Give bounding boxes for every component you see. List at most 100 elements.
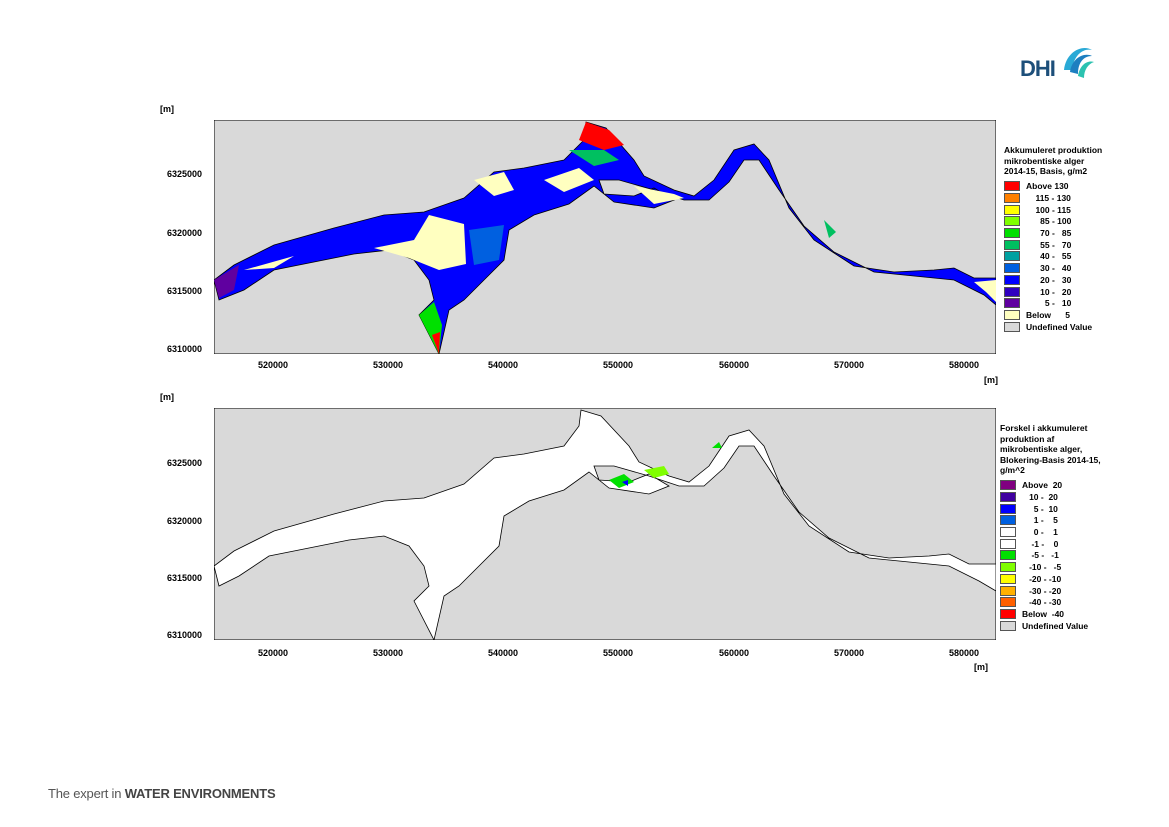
map2-legend-swatch <box>1000 550 1016 561</box>
map2-diff-green <box>644 466 669 478</box>
map2-legend-swatch <box>1000 597 1016 608</box>
map2-plot <box>214 408 996 640</box>
map1-y-unit: [m] <box>160 104 174 114</box>
map2-xtick: 540000 <box>487 648 519 658</box>
map1-legend-item: 30 - 40 <box>1004 262 1154 274</box>
map2-legend-label: -5 - -1 <box>1022 550 1059 561</box>
map2-fjord <box>214 409 996 640</box>
map2-diff-green <box>712 442 722 448</box>
map2-legend-item: -10 - -5 <box>1000 561 1150 573</box>
dhi-logo: DHI <box>1018 40 1098 82</box>
map1-legend-swatch <box>1004 204 1020 215</box>
map2-legend-label: -30 - -20 <box>1022 585 1062 596</box>
map1-legend-item: 20 - 30 <box>1004 274 1154 286</box>
map2-legend-swatch <box>1000 538 1016 549</box>
map2-legend-item: Below -40 <box>1000 608 1150 620</box>
map2-legend-swatch <box>1000 503 1016 514</box>
map1-xtick: 530000 <box>372 360 404 370</box>
map2-diff-blue <box>622 480 628 486</box>
map2-legend-label: -20 - -10 <box>1022 573 1062 584</box>
map2-legend-item: -30 - -20 <box>1000 585 1150 597</box>
map1-ytick: 6315000 <box>166 286 202 296</box>
map1-xtick: 580000 <box>948 360 980 370</box>
map1-legend-swatch <box>1004 239 1020 250</box>
map1-legend-swatch <box>1004 309 1020 320</box>
map1-legend-label: 20 - 30 <box>1026 274 1072 285</box>
map2-xtick: 580000 <box>948 648 980 658</box>
map1-patch-below5 <box>374 215 466 270</box>
map2-legend-swatch <box>1000 492 1016 503</box>
map1-legend-swatch <box>1004 286 1020 297</box>
map1-patch-below5 <box>634 186 684 204</box>
map2-legend-label: Below -40 <box>1022 608 1065 619</box>
map2-xtick: 570000 <box>833 648 865 658</box>
map1-legend-label: 55 - 70 <box>1026 239 1072 250</box>
map1-patch-green <box>569 150 619 166</box>
map2-legend-item: Undefined Value <box>1000 620 1150 632</box>
map2-legend-item: 5 - 10 <box>1000 503 1150 515</box>
map1-legend-swatch <box>1004 228 1020 239</box>
map2-legend-label: Undefined Value <box>1022 620 1089 631</box>
map2-legend-swatch <box>1000 562 1016 573</box>
map1-legend-swatch <box>1004 181 1020 192</box>
map1-legend-item: 5 - 10 <box>1004 297 1154 309</box>
map1-patch-below5 <box>474 172 514 196</box>
map1-xtick: 570000 <box>833 360 865 370</box>
map1-legend-label: Undefined Value <box>1026 321 1093 332</box>
map1-legend-items: Above 130 115 - 130 100 - 115 85 - 100 7… <box>1004 181 1154 333</box>
footer-emphasis: WATER ENVIRONMENTS <box>124 786 276 801</box>
map1-legend-swatch <box>1004 298 1020 309</box>
map1-legend-swatch <box>1004 274 1020 285</box>
map1-legend-swatch <box>1004 321 1020 332</box>
map1-legend-swatch <box>1004 216 1020 227</box>
map2-legend-swatch <box>1000 480 1016 491</box>
map1-legend-item: 100 - 115 <box>1004 204 1154 216</box>
map1-legend-swatch <box>1004 193 1020 204</box>
map2-legend-label: -10 - -5 <box>1022 562 1062 573</box>
map2-xtick: 530000 <box>372 648 404 658</box>
map2-legend-swatch <box>1000 515 1016 526</box>
map2-legend-item: 1 - 5 <box>1000 515 1150 527</box>
map2-legend-items: Above 20 10 - 20 5 - 10 1 - 5 0 - 1 -1 -… <box>1000 480 1150 632</box>
map2-legend-title: Forskel i akkumuleret produktion af mikr… <box>1000 423 1101 475</box>
map2-legend-item: 10 - 20 <box>1000 491 1150 503</box>
map1-legend-swatch <box>1004 263 1020 274</box>
map1-plot <box>214 120 996 354</box>
map1-legend-label: 10 - 20 <box>1026 286 1072 297</box>
dhi-wave-icon <box>1064 48 1094 78</box>
map1-legend-label: 85 - 100 <box>1026 216 1072 227</box>
map2-ytick: 6325000 <box>166 458 202 468</box>
map2-legend-swatch <box>1000 585 1016 596</box>
map2-ytick: 6320000 <box>166 516 202 526</box>
map1-legend-label: Below 5 <box>1026 309 1070 320</box>
map2-legend-label: 5 - 10 <box>1022 503 1058 514</box>
map2-xtick: 550000 <box>602 648 634 658</box>
map1-legend: Akkumuleret produktion mikrobentiske alg… <box>1004 145 1154 332</box>
map1-legend-label: 70 - 85 <box>1026 228 1072 239</box>
map2-legend-item: Above 20 <box>1000 480 1150 492</box>
map2-legend-label: 10 - 20 <box>1022 492 1058 503</box>
map1-legend-item: Undefined Value <box>1004 321 1154 333</box>
map2-legend-label: Above 20 <box>1022 480 1063 491</box>
map1-legend-swatch <box>1004 251 1020 262</box>
map2-x-unit: [m] <box>974 662 988 672</box>
map2-legend-item: -40 - -30 <box>1000 596 1150 608</box>
dhi-logo-text: DHI <box>1020 56 1056 81</box>
map2-xtick: 520000 <box>257 648 289 658</box>
map1-ytick: 6325000 <box>166 169 202 179</box>
map2-legend-item: -20 - -10 <box>1000 573 1150 585</box>
map1-patch-green2 <box>824 220 836 238</box>
map1-legend-item: 85 - 100 <box>1004 216 1154 228</box>
map1-ytick: 6310000 <box>166 344 202 354</box>
map1-legend-item: 10 - 20 <box>1004 286 1154 298</box>
map1-xtick: 550000 <box>602 360 634 370</box>
map1-legend-label: 40 - 55 <box>1026 251 1072 262</box>
map2-legend-swatch <box>1000 620 1016 631</box>
map1-legend-label: 30 - 40 <box>1026 263 1072 274</box>
map1-patch-teal <box>469 225 504 265</box>
map2-xtick: 560000 <box>718 648 750 658</box>
map2-legend-item: -1 - 0 <box>1000 538 1150 550</box>
map1-xtick: 540000 <box>487 360 519 370</box>
map2-legend-label: -40 - -30 <box>1022 597 1062 608</box>
map2-ytick: 6315000 <box>166 573 202 583</box>
